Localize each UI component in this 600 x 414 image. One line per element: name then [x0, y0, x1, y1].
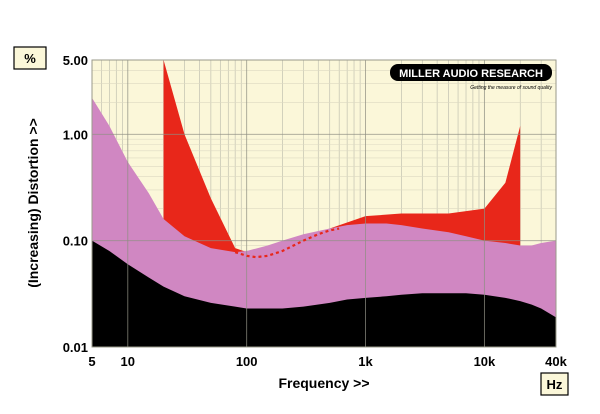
y-tick-label: 0.01 — [63, 340, 88, 355]
x-unit-label: Hz — [547, 377, 563, 392]
logo-title: MILLER AUDIO RESEARCH — [399, 68, 543, 80]
y-unit-label: % — [24, 51, 36, 66]
series-area-2 — [92, 97, 556, 347]
x-unit-box: Hz — [540, 372, 569, 396]
x-tick-label: 10k — [474, 354, 496, 369]
x-tick-label: 1k — [358, 354, 373, 369]
series-areas — [92, 60, 556, 347]
x-tick-label: 5 — [88, 354, 95, 369]
y-unit-box: % — [13, 46, 47, 70]
x-unit-frame — [540, 372, 569, 396]
x-tick-label: 10 — [121, 354, 135, 369]
series-area-3 — [92, 240, 556, 347]
y-tick-label: 1.00 — [63, 127, 88, 142]
y-tick-label: 5.00 — [63, 53, 88, 68]
dashed-overlay — [234, 227, 340, 259]
y-unit-frame — [13, 46, 47, 70]
y-axis-title: (Increasing) Distortion >> — [25, 118, 41, 288]
x-tick-label: 100 — [236, 354, 258, 369]
logo: MILLER AUDIO RESEARCH Getting the measur… — [390, 64, 552, 91]
dashed-series-line — [234, 227, 340, 259]
logo-tagline: Getting the measure of sound quality — [470, 85, 552, 91]
y-tick-label: 0.10 — [63, 234, 88, 249]
x-tick-label: 40k — [545, 354, 567, 369]
major-grid — [92, 60, 556, 347]
y-tick-labels: 0.01 0.10 1.00 5.00 — [63, 53, 88, 355]
x-axis-title: Frequency >> — [278, 375, 369, 391]
x-tick-labels: 5 10 100 1k 10k 40k — [88, 354, 567, 369]
logo-badge — [390, 64, 552, 81]
plot-frame — [91, 59, 557, 348]
